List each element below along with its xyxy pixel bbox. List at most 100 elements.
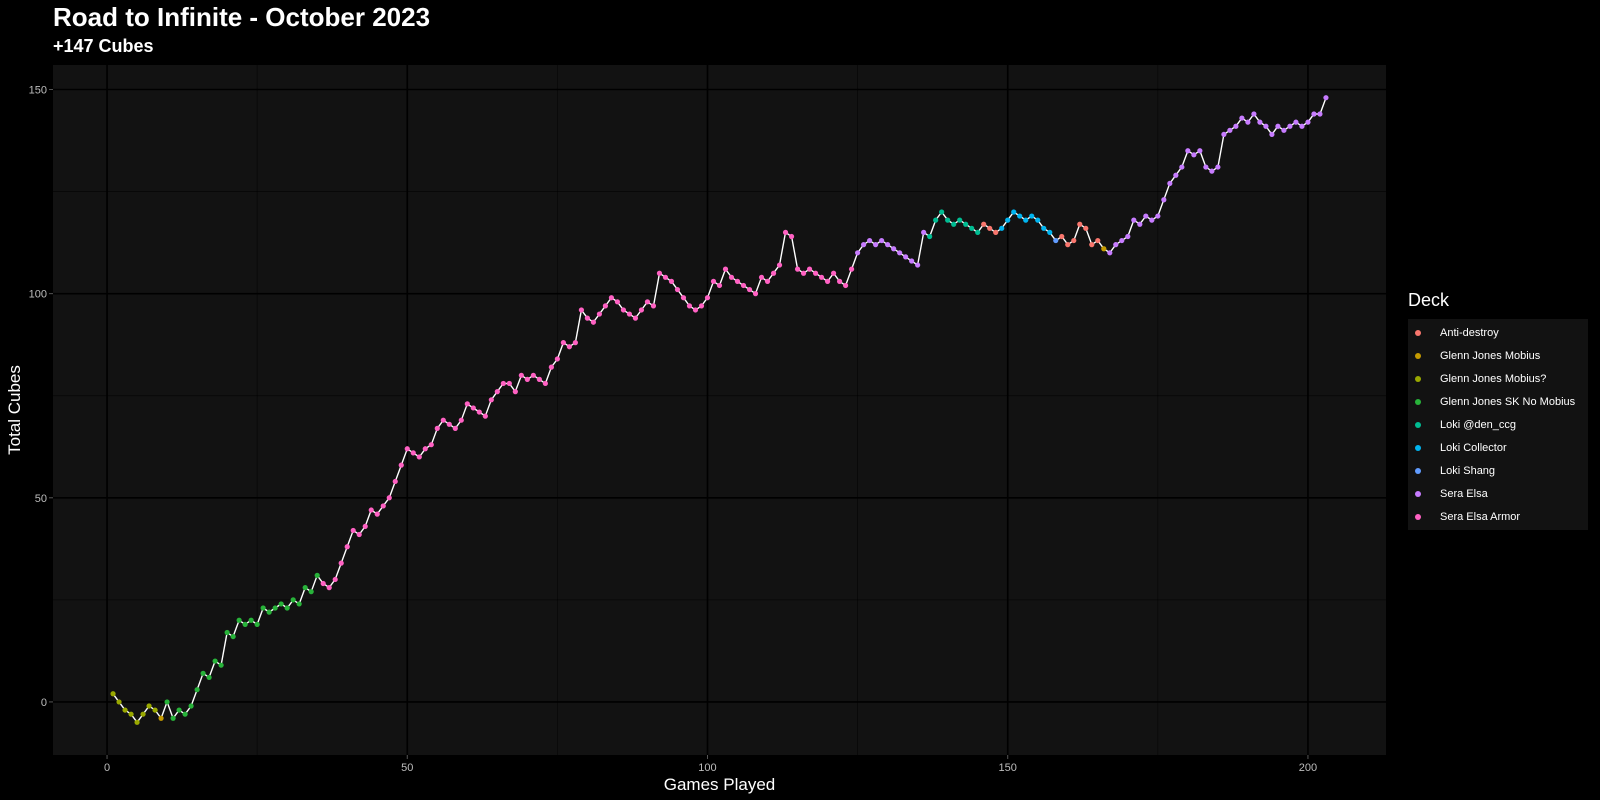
data-point: [416, 454, 422, 460]
data-point: [212, 658, 218, 664]
legend-dot-icon: [1415, 352, 1421, 359]
data-point: [140, 711, 146, 717]
legend-key: [1408, 421, 1428, 428]
data-point: [1035, 217, 1041, 223]
data-point: [1239, 115, 1245, 121]
data-point: [566, 344, 572, 350]
data-point: [776, 262, 783, 268]
data-point: [728, 274, 735, 280]
data-point: [1071, 237, 1077, 244]
data-point: [578, 307, 584, 313]
data-point: [1275, 123, 1281, 129]
data-point: [975, 229, 981, 235]
data-point: [1047, 229, 1053, 235]
data-point: [788, 233, 795, 240]
data-point: [867, 237, 873, 244]
data-point: [338, 560, 344, 566]
legend-item: Loki Collector: [1408, 436, 1588, 459]
data-point: [260, 605, 266, 611]
data-point: [1041, 225, 1047, 231]
data-point: [410, 450, 416, 456]
data-point: [951, 221, 957, 227]
data-point: [1227, 127, 1233, 133]
data-point: [734, 278, 741, 284]
data-point: [1287, 123, 1293, 129]
y-axis-title: Total Cubes: [5, 365, 24, 455]
y-tick-label: 50: [35, 493, 47, 505]
data-point: [915, 262, 921, 268]
legend-dot-icon: [1415, 467, 1421, 474]
data-point: [1149, 217, 1155, 223]
data-point: [1209, 168, 1215, 174]
data-point: [758, 274, 765, 280]
data-point: [290, 597, 296, 603]
data-point: [836, 278, 843, 284]
data-point: [296, 601, 302, 607]
data-point: [656, 270, 663, 276]
data-point: [122, 707, 128, 713]
data-point: [782, 229, 789, 235]
data-point: [1263, 123, 1269, 129]
data-point: [650, 303, 657, 309]
data-point: [668, 278, 675, 284]
data-point: [602, 303, 609, 309]
data-point: [530, 372, 536, 378]
data-point: [710, 278, 717, 284]
data-point: [800, 270, 807, 276]
data-point: [1173, 172, 1179, 178]
data-point: [1131, 217, 1137, 223]
data-point: [939, 209, 945, 215]
data-point: [1179, 164, 1185, 170]
data-point: [1203, 164, 1209, 170]
data-point: [254, 621, 260, 627]
data-points-layer: [110, 95, 1329, 725]
data-point: [794, 266, 801, 272]
data-point: [542, 380, 548, 387]
data-point: [861, 242, 867, 248]
data-point: [218, 662, 224, 668]
data-point: [1305, 119, 1311, 125]
data-point: [428, 442, 434, 448]
legend-dot-icon: [1415, 398, 1421, 405]
legend-dot-icon: [1415, 329, 1421, 336]
legend-label: Glenn Jones Mobius: [1440, 349, 1541, 362]
legend-label: Glenn Jones SK No Mobius: [1440, 395, 1576, 408]
data-point: [440, 417, 446, 423]
x-axis-title: Games Played: [664, 775, 776, 794]
data-point: [1077, 221, 1083, 227]
data-point: [374, 511, 380, 517]
legend-label: Glenn Jones Mobius?: [1440, 372, 1547, 385]
data-point: [764, 278, 771, 284]
data-point: [488, 397, 494, 403]
chart-title: Road to Infinite - October 2023: [53, 2, 431, 32]
data-point: [614, 299, 621, 305]
data-point: [752, 291, 759, 297]
data-point: [704, 295, 711, 301]
data-point: [206, 674, 212, 681]
y-tick-label: 150: [29, 84, 47, 96]
data-point: [933, 217, 939, 223]
x-tick-label: 100: [698, 762, 716, 774]
data-point: [158, 715, 164, 721]
data-point: [350, 527, 356, 534]
data-point: [897, 250, 903, 256]
data-point: [458, 417, 464, 423]
data-point: [1053, 237, 1059, 244]
x-tick-label: 50: [401, 762, 413, 774]
data-point: [921, 229, 927, 235]
data-point: [584, 315, 591, 321]
data-point: [987, 225, 993, 231]
legend-label: Sera Elsa Armor: [1440, 510, 1521, 523]
data-point: [146, 703, 152, 709]
data-point: [332, 576, 338, 583]
data-point: [1269, 131, 1275, 138]
data-point: [326, 585, 332, 591]
data-point: [885, 242, 891, 248]
data-point: [903, 254, 909, 260]
data-point: [164, 699, 170, 705]
data-point: [1245, 119, 1251, 125]
data-point: [302, 585, 308, 591]
data-point: [842, 282, 849, 289]
legend-key: [1408, 352, 1428, 359]
data-point: [740, 282, 747, 289]
